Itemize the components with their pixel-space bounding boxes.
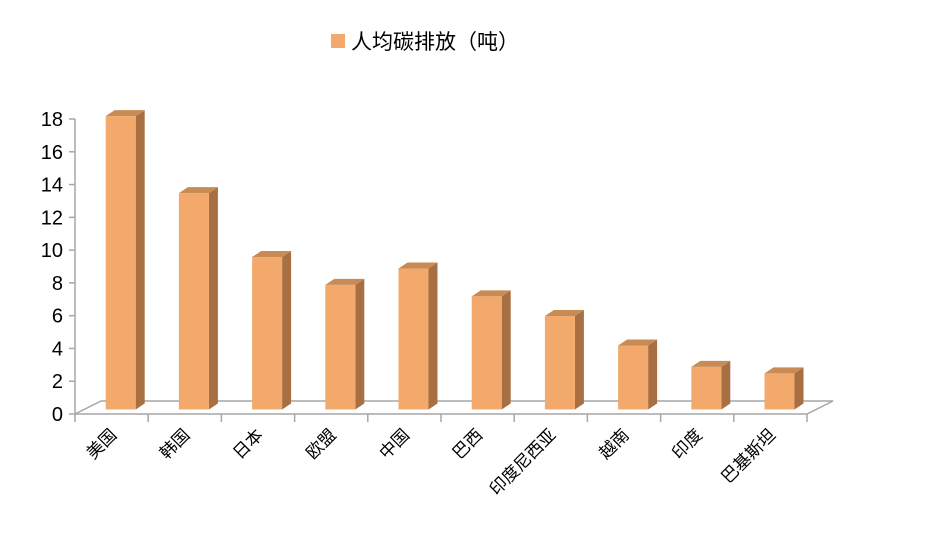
chart-floor	[74, 400, 834, 415]
bar-front	[764, 373, 795, 410]
bar-top	[105, 110, 145, 117]
bar-side	[355, 278, 365, 410]
bar-side	[794, 367, 804, 410]
bar-front	[105, 116, 136, 410]
bar-side	[721, 360, 731, 410]
y-tick-label: 8	[52, 273, 63, 295]
bar	[105, 110, 145, 410]
category-label: 韩国	[156, 425, 194, 463]
x-axis	[74, 414, 808, 422]
bar-top	[398, 262, 438, 269]
bar-top	[618, 339, 658, 346]
legend-swatch	[331, 34, 345, 48]
bar-top	[178, 187, 218, 194]
bar-front	[471, 296, 502, 410]
bar-top	[544, 310, 584, 317]
y-tick-label: 14	[41, 175, 63, 197]
bar	[178, 187, 218, 410]
bar	[618, 339, 658, 410]
bar-side	[501, 290, 511, 410]
bar	[764, 367, 804, 410]
bar-side	[428, 262, 438, 410]
bar-side	[574, 310, 584, 410]
bar-side	[208, 187, 218, 410]
category-label: 欧盟	[303, 425, 341, 463]
bar	[471, 290, 511, 410]
category-label: 印度	[669, 425, 707, 463]
bar	[691, 360, 731, 410]
y-tick-label: 4	[52, 338, 63, 360]
floor-plane	[74, 400, 834, 415]
y-tick-label: 16	[41, 142, 63, 164]
bar-front	[544, 316, 575, 410]
bar	[325, 278, 365, 410]
bar-top	[325, 278, 365, 285]
bar	[398, 262, 438, 410]
bar-front	[325, 284, 356, 410]
bar	[544, 310, 584, 410]
bar-side	[135, 110, 145, 410]
category-label: 巴西	[449, 425, 487, 463]
category-label: 美国	[83, 425, 121, 463]
bar-top	[691, 360, 731, 367]
y-tick-label: 18	[41, 109, 63, 131]
bars	[105, 110, 804, 410]
legend-label: 人均碳排放（吨）	[351, 30, 519, 54]
bar-side	[648, 339, 658, 410]
y-axis: 0 2 4 6 8 10 12 14 16 18	[41, 109, 76, 426]
category-label: 巴基斯坦	[718, 425, 780, 487]
bar-side	[282, 251, 292, 410]
category-label: 越南	[595, 425, 633, 463]
category-label: 印度尼西亚	[486, 425, 560, 499]
y-tick-label: 0	[52, 404, 63, 426]
bar-front	[178, 193, 209, 410]
bar-front	[691, 366, 722, 410]
y-tick-label: 6	[52, 306, 63, 328]
legend: 人均碳排放（吨）	[331, 30, 519, 54]
y-tick-label: 12	[41, 207, 63, 229]
bar-top	[764, 367, 804, 374]
category-label: 中国	[376, 425, 414, 463]
bar-top	[252, 251, 292, 258]
y-tick-label: 10	[41, 240, 63, 262]
bar-front	[252, 257, 283, 410]
bar-top	[471, 290, 511, 297]
category-label: 日本	[229, 425, 267, 463]
bar-front	[618, 345, 649, 410]
y-tick-label: 2	[52, 371, 63, 393]
bar	[252, 251, 292, 410]
bar-front	[398, 268, 429, 410]
